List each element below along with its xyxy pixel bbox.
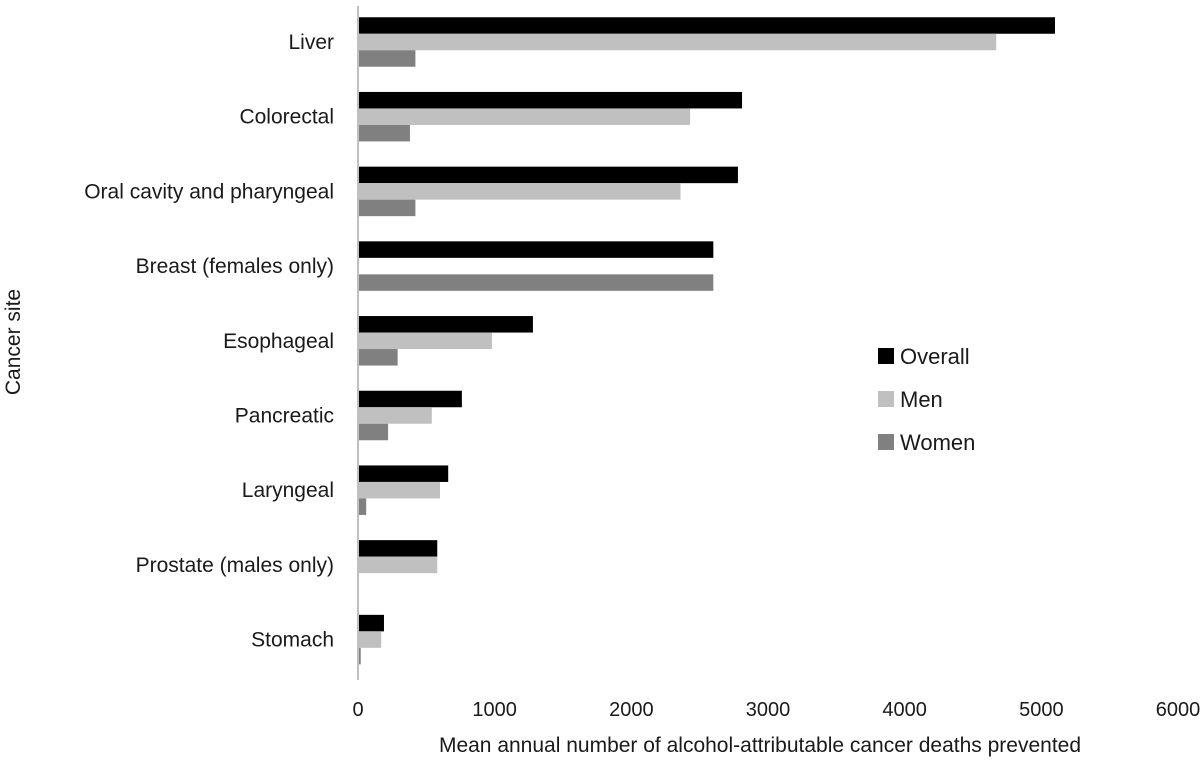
bar-liver-overall <box>358 17 1055 34</box>
x-tick-label: 5000 <box>1019 699 1064 721</box>
bar-esophageal-men <box>358 332 492 350</box>
bar-pancreatic-women <box>358 423 389 441</box>
bar-colorectal-overall <box>358 91 743 109</box>
x-axis-title: Mean annual number of alcohol-attributab… <box>439 734 1081 757</box>
bar-oral-cavity-and-pharyngeal-women <box>358 199 416 217</box>
bar-oral-cavity-and-pharyngeal-overall <box>358 166 738 184</box>
bar-breast-females-only-women <box>358 274 714 291</box>
bar-stomach-overall <box>358 614 384 632</box>
bar-colorectal-women <box>358 124 410 142</box>
bar-laryngeal-women <box>358 498 367 515</box>
category-label: Stomach <box>251 629 334 652</box>
bar-esophageal-women <box>358 349 398 366</box>
bar-prostate-males-only-overall <box>358 540 438 557</box>
bar-laryngeal-overall <box>358 465 449 482</box>
category-label: Prostate (males only) <box>136 554 334 577</box>
legend-swatch-women <box>878 434 894 450</box>
x-tick-label: 6000 <box>1156 699 1200 721</box>
bar-breast-females-only-overall <box>358 241 714 258</box>
category-label: Oral cavity and pharyngeal <box>84 180 334 203</box>
category-label: Liver <box>288 31 334 54</box>
legend-label-women: Women <box>900 430 975 455</box>
bar-stomach-men <box>358 631 382 648</box>
category-label: Esophageal <box>223 330 334 353</box>
category-labels: Liver Colorectal Oral cavity and pharyngea… <box>84 31 334 652</box>
bar-pancreatic-men <box>358 407 432 424</box>
x-tick-label: 1000 <box>472 699 517 721</box>
bar-prostate-males-only-men <box>358 556 438 574</box>
x-tick-labels: 0 1000 2000 3000 4000 5000 6000 <box>352 699 1200 721</box>
bars-layer <box>358 17 1055 665</box>
x-tick-label: 2000 <box>609 699 654 721</box>
bar-liver-men <box>358 33 997 51</box>
legend-label-overall: Overall <box>900 344 970 369</box>
legend-swatch-overall <box>878 348 894 364</box>
bar-pancreatic-overall <box>358 390 462 408</box>
bar-liver-women <box>358 50 416 67</box>
bar-esophageal-overall <box>358 316 533 333</box>
category-label: Breast (females only) <box>136 255 334 278</box>
legend-label-men: Men <box>900 387 943 412</box>
bar-oral-cavity-and-pharyngeal-men <box>358 183 681 200</box>
bar-colorectal-men <box>358 108 691 125</box>
legend: Overall Men Women <box>878 344 975 455</box>
category-label: Pancreatic <box>235 405 334 428</box>
legend-swatch-men <box>878 391 894 407</box>
x-tick-label: 3000 <box>746 699 791 721</box>
x-tick-label: 0 <box>352 699 363 721</box>
x-tick-label: 4000 <box>882 699 927 721</box>
bar-laryngeal-men <box>358 481 440 499</box>
category-label: Colorectal <box>239 106 334 129</box>
bar-stomach-women <box>358 647 361 665</box>
y-axis-title: Cancer site <box>2 289 25 395</box>
category-label: Laryngeal <box>242 479 334 502</box>
